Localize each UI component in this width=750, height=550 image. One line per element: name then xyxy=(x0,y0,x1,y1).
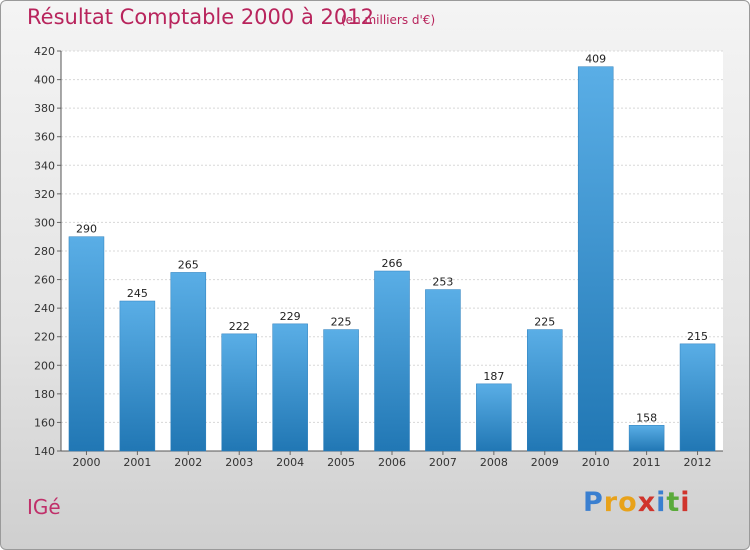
value-label-2008: 187 xyxy=(483,370,504,383)
y-tick-label: 260 xyxy=(34,274,55,287)
x-tick-label-2004: 2004 xyxy=(276,456,304,469)
x-tick-label-2005: 2005 xyxy=(327,456,355,469)
value-label-2004: 229 xyxy=(280,310,301,323)
logo-letter: P xyxy=(583,487,604,518)
x-tick-label-2008: 2008 xyxy=(480,456,508,469)
bar-2012 xyxy=(679,343,716,452)
value-label-2012: 215 xyxy=(687,330,708,343)
x-tick-label-2006: 2006 xyxy=(378,456,406,469)
logo-letter: o xyxy=(618,487,638,518)
y-tick-label: 200 xyxy=(34,359,55,372)
y-tick-label: 180 xyxy=(34,388,55,401)
bar-2011 xyxy=(628,425,665,452)
logo-letter: i xyxy=(656,487,667,518)
value-label-2002: 265 xyxy=(178,258,199,271)
value-label-2010: 409 xyxy=(585,53,606,66)
y-tick-label: 420 xyxy=(34,45,55,58)
value-label-2005: 225 xyxy=(331,316,352,329)
x-tick-label-2012: 2012 xyxy=(684,456,712,469)
x-tick-label-2007: 2007 xyxy=(429,456,457,469)
x-tick-label-2002: 2002 xyxy=(174,456,202,469)
y-tick-label: 240 xyxy=(34,302,55,315)
y-tick-label: 320 xyxy=(34,188,55,201)
x-tick-label-2001: 2001 xyxy=(123,456,151,469)
commune-name: IGé xyxy=(27,495,61,519)
bar-2005 xyxy=(323,329,359,452)
bar-2000 xyxy=(68,236,105,452)
y-tick-label: 400 xyxy=(34,74,55,87)
proxiti-logo: Proxiti xyxy=(583,487,691,518)
y-tick-label: 280 xyxy=(34,245,55,258)
y-tick-label: 220 xyxy=(34,331,55,344)
y-tick-label: 380 xyxy=(34,102,55,115)
value-label-2006: 266 xyxy=(382,257,403,270)
bar-2006 xyxy=(374,270,410,452)
y-tick-label: 300 xyxy=(34,216,55,229)
y-tick-label: 160 xyxy=(34,416,55,429)
logo-letter: t xyxy=(666,487,681,518)
bar-2001 xyxy=(119,300,156,452)
x-tick-label-2003: 2003 xyxy=(225,456,253,469)
value-label-2000: 290 xyxy=(76,223,97,236)
chart-title: Résultat Comptable 2000 à 2012 xyxy=(27,5,374,29)
bar-2002 xyxy=(170,272,207,452)
bar-2010 xyxy=(577,66,614,452)
chart-subtitle: (en milliers d'€) xyxy=(341,13,436,27)
logo-letter: r xyxy=(603,487,619,518)
value-label-2009: 225 xyxy=(534,316,555,329)
y-tick-label: 340 xyxy=(34,159,55,172)
logo-letter: i xyxy=(680,487,691,518)
bar-2004 xyxy=(272,323,308,452)
x-tick-label-2009: 2009 xyxy=(531,456,559,469)
x-tick-label-2011: 2011 xyxy=(633,456,661,469)
bar-2009 xyxy=(527,329,563,452)
logo-letter: x xyxy=(637,487,657,518)
bar-2007 xyxy=(425,289,461,452)
y-tick-label: 140 xyxy=(34,445,55,458)
x-tick-label-2000: 2000 xyxy=(72,456,100,469)
value-label-2001: 245 xyxy=(127,287,148,300)
y-tick-label: 360 xyxy=(34,131,55,144)
bar-2008 xyxy=(476,383,512,452)
bar-2003 xyxy=(221,333,257,452)
value-label-2011: 158 xyxy=(636,411,657,424)
value-label-2007: 253 xyxy=(432,276,453,289)
x-tick-label-2010: 2010 xyxy=(582,456,610,469)
value-label-2003: 222 xyxy=(229,320,250,333)
